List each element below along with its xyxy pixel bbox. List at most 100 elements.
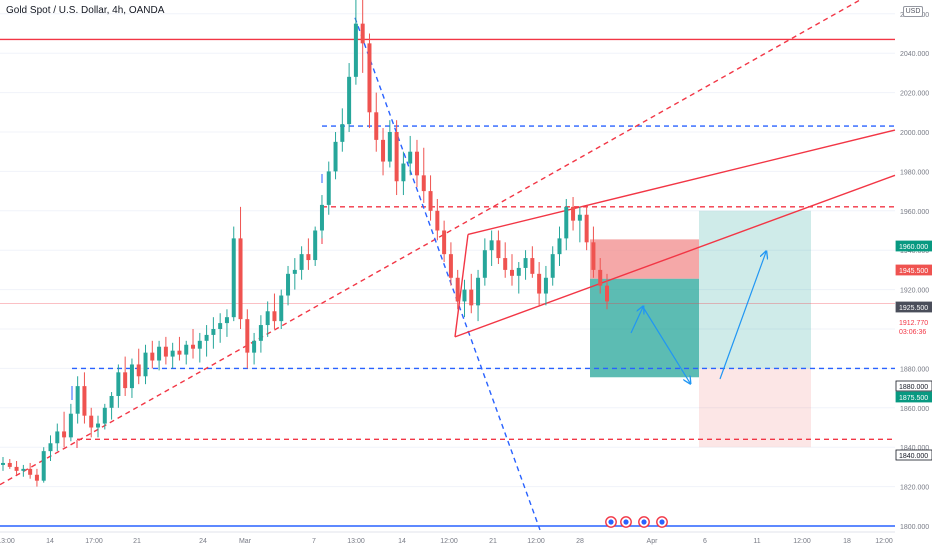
y-tick-label: 1860.000 [900, 406, 929, 413]
candle-body [516, 267, 521, 276]
candle-body [489, 240, 494, 251]
x-tick-label: 21 [133, 538, 141, 545]
symbol-title: Gold Spot / U.S. Dollar, 4h, OANDA [6, 5, 165, 16]
projection-arrow [719, 252, 766, 380]
candle-body [150, 352, 155, 361]
currency-button[interactable]: USD [903, 6, 923, 17]
x-tick-label: 13:00 [0, 538, 15, 545]
x-tick-label: 12:00 [527, 538, 545, 545]
price-label-value: 1945.500 [899, 268, 928, 275]
x-tick-label: 6 [703, 538, 707, 545]
economic-event-icon-core [641, 519, 647, 525]
candle-body [7, 462, 12, 467]
trend-lines [0, 0, 896, 531]
candle-body [496, 240, 501, 259]
candle-body [41, 451, 46, 481]
x-tick-label: Apr [647, 538, 659, 545]
falling-trendline [354, 17, 541, 531]
position-zones [590, 210, 811, 448]
candle-body [279, 295, 284, 322]
price-label-box [895, 380, 932, 392]
candle-body [75, 386, 80, 414]
candle-body [157, 346, 162, 361]
candle-body [530, 258, 535, 274]
candle-body [455, 277, 460, 302]
channel-upper-line [467, 129, 896, 236]
candle-body [414, 151, 419, 176]
candle-body [191, 344, 196, 349]
candle-body [109, 395, 114, 408]
candle-body [48, 443, 53, 452]
candle-body [21, 468, 26, 471]
candle-body [204, 334, 209, 341]
candle-body [89, 415, 94, 428]
candle-body [537, 273, 542, 294]
price-label-value: 1880.000 [899, 384, 928, 391]
candle-body [129, 364, 134, 389]
candle-body [374, 112, 379, 140]
candle-body [550, 254, 555, 278]
candle-body [123, 372, 128, 389]
candles-layer [1, 0, 609, 487]
candle-body [605, 285, 609, 302]
economic-event-icon-core [659, 519, 665, 525]
price-label-value: 1875.500 [899, 395, 928, 402]
candle-body [184, 344, 189, 355]
candle-body [252, 340, 257, 353]
candle-body [571, 206, 576, 221]
candle-body [292, 269, 297, 274]
x-tick-label: 12:00 [440, 538, 458, 545]
candle-body [163, 346, 168, 357]
projection-arrow [630, 307, 643, 334]
economic-event-icon-core [623, 519, 629, 525]
candle-body [14, 466, 19, 471]
candle-body [177, 350, 182, 355]
stop-loss-zone [590, 239, 699, 279]
candle-body [211, 329, 216, 335]
channel-lower-line [454, 174, 896, 338]
candle-body [68, 413, 73, 438]
candle-body [238, 238, 243, 320]
candle-body [82, 386, 87, 416]
candle-body [523, 258, 528, 268]
x-tick-label: 18 [843, 538, 851, 545]
projection-arrows [630, 252, 766, 383]
candle-body [421, 175, 426, 192]
candle-body [577, 214, 582, 221]
candle-body [55, 431, 60, 444]
channel-edge [454, 234, 469, 337]
candle-body [143, 352, 148, 377]
take-profit-zone [699, 210, 811, 369]
projection-arrow [642, 306, 690, 383]
candle-body [34, 474, 39, 481]
candle-body [591, 242, 596, 270]
candle-body [265, 311, 270, 326]
x-tick-label: Mar [239, 538, 252, 545]
y-tick-label: 1920.000 [900, 288, 929, 295]
candle-body [394, 132, 399, 182]
candle-body [340, 124, 345, 142]
countdown-label: 03:06:36 [899, 329, 926, 336]
candle-body [584, 214, 589, 243]
x-tick-label: 12:00 [793, 538, 811, 545]
candle-body [503, 258, 508, 270]
candle-body [476, 277, 481, 306]
candle-body [353, 23, 358, 77]
candle-body [62, 431, 67, 438]
x-axis: 13:00 14 17:00 21 24 Mar 7 13:00 14 12:00 21 12:00 2… [0, 531, 895, 545]
price-label-value: 1840.000 [899, 453, 928, 460]
candle-body [102, 407, 107, 424]
candle-body [299, 254, 304, 270]
x-tick-label: 7 [312, 538, 316, 545]
y-tick-label: 1820.000 [900, 485, 929, 492]
y-tick-label: 1800.000 [900, 524, 929, 531]
price-label-box [895, 449, 932, 461]
y-tick-label: 2040.000 [900, 51, 929, 58]
candle-body [224, 317, 229, 324]
candle-body [367, 43, 372, 113]
candle-body [387, 132, 392, 162]
candle-body [197, 340, 202, 349]
price-label-value: 1925.500 [899, 305, 928, 312]
